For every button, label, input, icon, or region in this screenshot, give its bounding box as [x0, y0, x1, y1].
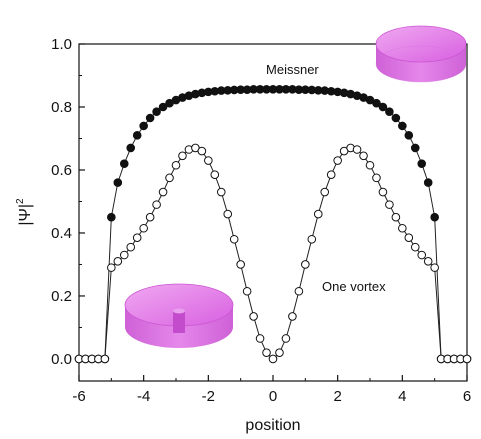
annotation-meissner: Meissner — [266, 62, 319, 77]
vortex-point — [242, 286, 252, 296]
meissner-point — [385, 107, 394, 117]
meissner-point — [398, 121, 407, 131]
y-axis-label: |Ψ|2 — [15, 198, 34, 226]
meissner-point — [391, 113, 401, 123]
y-tick-label: 0.2 — [51, 288, 72, 305]
vortex-point — [119, 250, 129, 260]
vortex-point — [107, 263, 116, 272]
meissner-point — [107, 212, 116, 222]
y-tick-label: 1.0 — [51, 36, 72, 53]
vortex-point — [145, 212, 155, 222]
svg-text:|Ψ|2: |Ψ|2 — [15, 198, 34, 226]
meissner-point — [417, 159, 427, 168]
vortex-point — [197, 146, 207, 156]
vortex-point — [281, 334, 291, 343]
vortex-point — [229, 234, 239, 244]
vortex-point — [165, 173, 174, 183]
vortex-point — [126, 242, 136, 252]
vortex-point — [462, 354, 472, 364]
meissner-point — [132, 131, 142, 140]
x-tick-label: 2 — [333, 388, 341, 405]
vortex-point — [404, 233, 414, 242]
vortex-point — [378, 187, 388, 197]
vortex-point — [326, 170, 336, 180]
axis-ticks: -6 -4 -2 0 2 4 6 0.0 0.2 0.4 0.6 0.8 1.0 — [51, 36, 471, 405]
vortex-point — [398, 223, 407, 233]
vortex-point — [333, 156, 342, 165]
vortex-point — [249, 312, 258, 321]
meissner-point — [126, 143, 136, 153]
vortex-point — [320, 187, 330, 197]
vortex-point — [152, 200, 161, 209]
vortex-point — [313, 209, 323, 219]
y-tick-label: 0.0 — [51, 351, 72, 368]
vortex-point — [391, 212, 401, 222]
x-tick-label: -2 — [202, 388, 215, 405]
x-axis-label: position — [245, 417, 300, 434]
meissner-point — [410, 143, 420, 153]
vortex-point — [158, 187, 168, 197]
meissner-point — [378, 102, 388, 112]
vortex-point — [236, 260, 245, 269]
vortex-point — [113, 257, 123, 266]
meissner-point — [430, 212, 439, 222]
vortex-point — [294, 286, 304, 296]
vortex-point — [417, 250, 427, 260]
vortex-point — [132, 233, 142, 242]
meissner-point — [423, 178, 433, 187]
meissner-point — [152, 107, 161, 117]
vortex-point — [223, 209, 233, 219]
y-axis-label-main: |Ψ| — [17, 204, 34, 226]
vortex-point — [423, 257, 433, 266]
meissner-point — [145, 113, 155, 123]
vortex-point — [385, 200, 394, 209]
vortex-point — [352, 145, 362, 154]
vortex-point — [307, 234, 317, 244]
vortex-point — [171, 160, 181, 170]
vortex-point — [430, 263, 439, 272]
series-points — [74, 85, 472, 364]
y-tick-label: 0.6 — [51, 162, 72, 179]
vortex-point — [410, 242, 420, 252]
x-tick-label: -4 — [137, 388, 150, 405]
x-tick-label: 0 — [269, 388, 277, 405]
y-axis-label-sup: 2 — [15, 198, 26, 204]
x-tick-label: -6 — [72, 388, 85, 405]
meissner-point — [158, 102, 168, 112]
vortex-point — [204, 156, 213, 165]
vortex-point — [216, 187, 226, 197]
meissner-point — [139, 121, 148, 131]
vortex-point — [139, 223, 148, 233]
vortex-point — [100, 354, 110, 364]
y-tick-label: 0.4 — [51, 225, 72, 242]
vortex-point — [288, 312, 297, 321]
vortex-point — [301, 260, 310, 269]
vortex-core-icon — [173, 311, 185, 333]
meissner-point — [119, 159, 129, 168]
vortex-point — [255, 334, 265, 343]
y-tick-label: 0.8 — [51, 99, 72, 116]
vortex-point — [210, 170, 220, 180]
x-tick-label: 6 — [463, 388, 471, 405]
meissner-point — [404, 131, 414, 140]
x-tick-label: 4 — [398, 388, 406, 405]
vortex-point — [365, 160, 375, 170]
vortex-point — [178, 151, 187, 161]
meissner-disk-inset — [375, 25, 467, 83]
vortex-disk-inset — [124, 283, 234, 348]
vortex-point — [275, 348, 284, 357]
vortex-point — [359, 151, 368, 161]
vortex-point — [268, 354, 278, 364]
meissner-point — [113, 178, 123, 187]
vortex-point — [372, 173, 381, 183]
annotation-one-vortex: One vortex — [322, 279, 386, 294]
vortex-point — [262, 348, 271, 357]
meissner-point — [372, 98, 381, 108]
